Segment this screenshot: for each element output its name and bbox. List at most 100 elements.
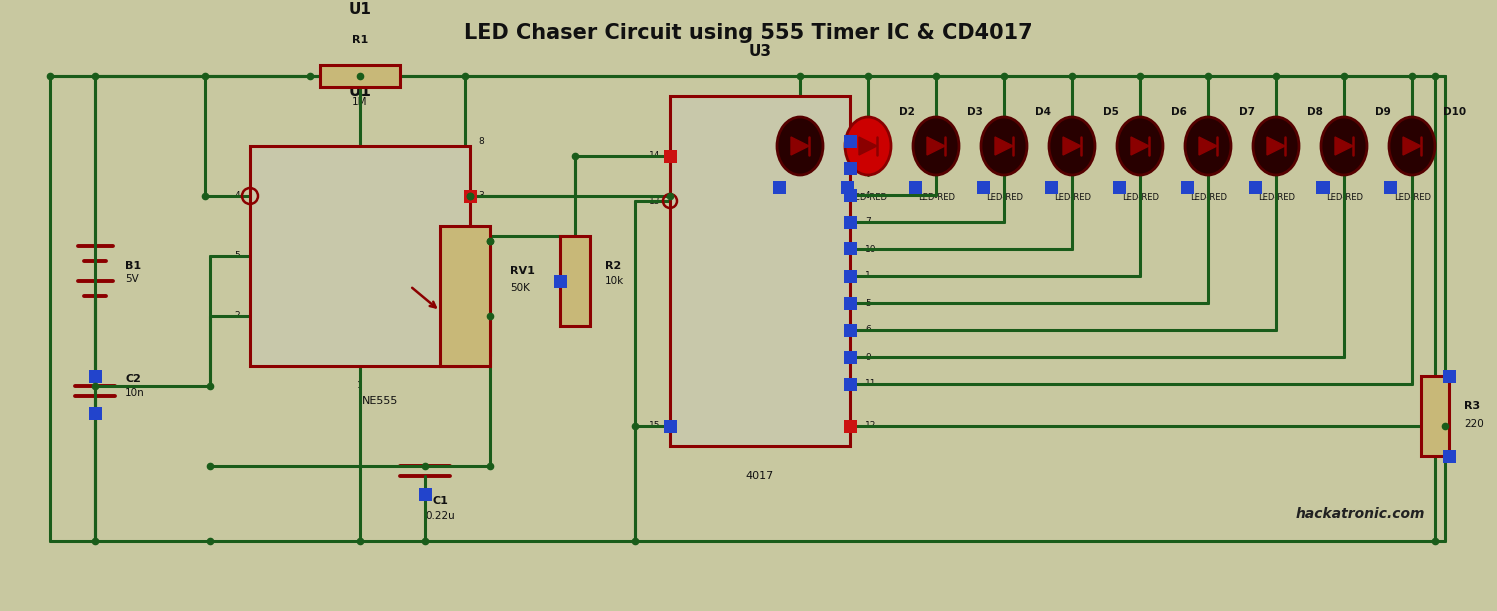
Bar [464, 189, 476, 202]
Text: Q4: Q4 [822, 244, 835, 254]
Text: Q2: Q2 [822, 190, 835, 200]
Polygon shape [1199, 137, 1217, 155]
Text: LED-RED: LED-RED [1326, 193, 1362, 202]
Text: 1: 1 [358, 381, 362, 390]
Text: 12: 12 [865, 422, 876, 431]
Text: R3: R3 [1464, 401, 1481, 411]
Text: 1: 1 [865, 271, 871, 280]
Text: 2: 2 [865, 164, 871, 172]
Text: Q8: Q8 [822, 352, 835, 362]
Bar [843, 323, 856, 337]
Text: 4: 4 [235, 191, 240, 200]
Polygon shape [1403, 137, 1421, 155]
Text: 10n: 10n [126, 388, 145, 398]
Text: B1: B1 [126, 261, 141, 271]
Text: 50K: 50K [510, 283, 530, 293]
Text: U3: U3 [748, 43, 771, 59]
Text: D9: D9 [1376, 107, 1391, 117]
FancyBboxPatch shape [250, 146, 470, 366]
Polygon shape [1266, 137, 1284, 155]
Ellipse shape [1049, 117, 1094, 175]
Text: TH: TH [377, 311, 395, 321]
Ellipse shape [844, 117, 891, 175]
Bar [843, 378, 856, 390]
Text: Q6: Q6 [822, 298, 835, 308]
Bar [1112, 180, 1126, 194]
Text: R1: R1 [352, 35, 368, 45]
Text: LED-RED: LED-RED [1190, 193, 1228, 202]
Text: LED-RED: LED-RED [781, 193, 819, 202]
Bar [843, 189, 856, 202]
Bar [840, 180, 853, 194]
Text: 2: 2 [235, 312, 240, 321]
Text: CV: CV [325, 251, 341, 261]
FancyBboxPatch shape [671, 96, 850, 446]
Text: 3: 3 [478, 191, 484, 200]
Text: 8: 8 [478, 136, 484, 145]
Text: D5: D5 [1103, 107, 1118, 117]
Text: 10k: 10k [605, 276, 624, 286]
Bar [1181, 180, 1193, 194]
Bar [1443, 450, 1455, 463]
Text: R: R [329, 191, 338, 201]
Polygon shape [996, 137, 1013, 155]
Text: LED-RED: LED-RED [1257, 193, 1295, 202]
Polygon shape [790, 137, 808, 155]
Text: D4: D4 [1034, 107, 1051, 117]
Text: CO: CO [820, 421, 835, 431]
Bar [440, 226, 490, 366]
Polygon shape [1335, 137, 1353, 155]
Text: 6: 6 [478, 312, 484, 321]
Bar [1443, 370, 1455, 382]
Ellipse shape [1389, 117, 1436, 175]
Bar [1385, 180, 1398, 194]
Text: Q7: Q7 [822, 325, 835, 335]
Text: Q9: Q9 [822, 379, 835, 389]
Bar [843, 351, 856, 364]
Text: LED-RED: LED-RED [987, 193, 1022, 202]
Polygon shape [1063, 137, 1081, 155]
Text: LED-RED: LED-RED [1054, 193, 1091, 202]
Polygon shape [1132, 137, 1150, 155]
Text: LED Chaser Circuit using 555 Timer IC & CD4017: LED Chaser Circuit using 555 Timer IC & … [464, 23, 1033, 43]
Text: LED-RED: LED-RED [1394, 193, 1431, 202]
Bar [772, 180, 786, 194]
Bar [909, 180, 922, 194]
Bar [843, 296, 856, 310]
Text: DC: DC [377, 236, 395, 246]
Text: RV1: RV1 [510, 266, 534, 276]
Text: GND: GND [349, 299, 371, 309]
Bar [843, 243, 856, 255]
Ellipse shape [1320, 117, 1367, 175]
Ellipse shape [777, 117, 823, 175]
Text: 4: 4 [865, 191, 871, 200]
Text: D10: D10 [1443, 107, 1466, 117]
Bar [663, 150, 677, 163]
Bar [88, 406, 102, 420]
Text: C2: C2 [126, 374, 141, 384]
Text: 14: 14 [648, 152, 660, 161]
Text: 4017: 4017 [746, 471, 774, 481]
Text: 0.22u: 0.22u [425, 511, 455, 521]
Bar [1421, 376, 1449, 456]
Text: 7: 7 [865, 218, 871, 227]
Text: 6: 6 [865, 326, 871, 334]
Text: D8: D8 [1307, 107, 1323, 117]
Text: Q5: Q5 [822, 271, 835, 281]
Text: MR: MR [686, 421, 701, 431]
Text: hackatronic.com: hackatronic.com [1295, 507, 1425, 521]
Text: 1M: 1M [352, 97, 368, 107]
Text: 5V: 5V [126, 274, 139, 284]
Bar [88, 370, 102, 382]
Bar [1248, 180, 1262, 194]
Bar [663, 420, 677, 433]
Bar [843, 161, 856, 175]
Text: CLK: CLK [686, 151, 705, 161]
Bar [843, 269, 856, 282]
Bar [1316, 180, 1329, 194]
Text: 7: 7 [478, 236, 484, 246]
Text: NE555: NE555 [362, 396, 398, 406]
Text: C1: C1 [433, 496, 448, 506]
Text: 5: 5 [865, 299, 871, 307]
Bar [843, 420, 856, 433]
